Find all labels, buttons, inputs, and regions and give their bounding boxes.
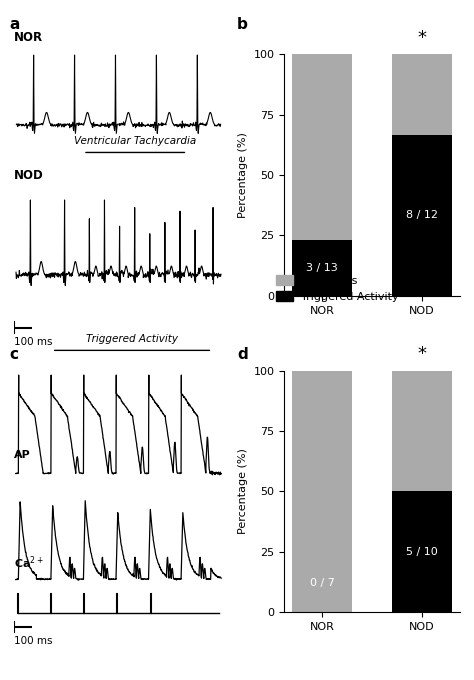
Text: AP: AP (14, 450, 31, 460)
Bar (392, 54, 452, 135)
Text: 8 / 12: 8 / 12 (406, 210, 438, 220)
Text: *: * (418, 29, 427, 47)
Text: d: d (237, 347, 248, 362)
Y-axis label: Percentage (%): Percentage (%) (238, 132, 248, 218)
Text: *: * (418, 345, 427, 363)
Bar (392, 491, 452, 612)
Bar (292, 371, 352, 612)
Text: Ca$^{2+}$: Ca$^{2+}$ (14, 555, 44, 571)
Text: NOR: NOR (14, 31, 43, 44)
Text: Ventricular Tachycardia: Ventricular Tachycardia (74, 136, 196, 146)
Text: c: c (9, 347, 18, 362)
Text: 3 / 13: 3 / 13 (306, 263, 338, 273)
Text: b: b (237, 17, 248, 32)
Text: 0 / 7: 0 / 7 (310, 578, 335, 588)
Text: NOD: NOD (14, 169, 44, 182)
Legend: No Events, Triggered Activity: No Events, Triggered Activity (276, 275, 399, 302)
Bar (292, 240, 352, 296)
Bar (292, 54, 352, 240)
Text: 100 ms: 100 ms (14, 636, 53, 646)
Bar (392, 371, 452, 491)
Y-axis label: Percentage (%): Percentage (%) (238, 448, 248, 534)
Text: a: a (9, 17, 20, 32)
Text: 100 ms: 100 ms (14, 337, 53, 347)
Bar (392, 135, 452, 296)
Text: 5 / 10: 5 / 10 (406, 547, 438, 557)
Text: Triggered Activity: Triggered Activity (86, 335, 178, 344)
